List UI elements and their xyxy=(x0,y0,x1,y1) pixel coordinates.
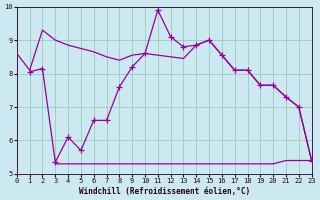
X-axis label: Windchill (Refroidissement éolien,°C): Windchill (Refroidissement éolien,°C) xyxy=(79,187,250,196)
